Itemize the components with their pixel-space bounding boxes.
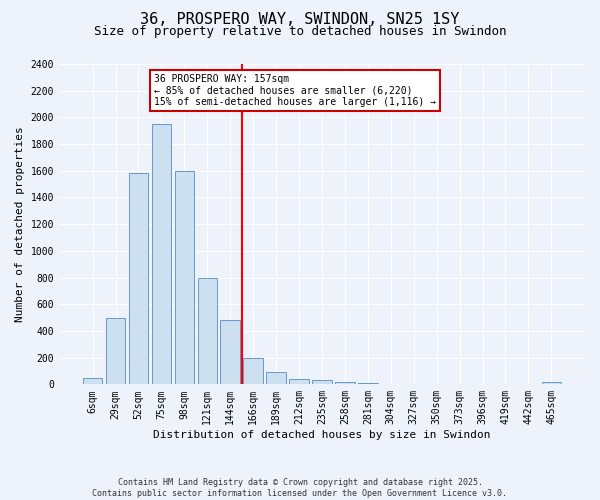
Bar bbox=[266, 372, 286, 384]
Bar bbox=[220, 320, 240, 384]
Bar bbox=[152, 124, 171, 384]
Bar bbox=[358, 383, 377, 384]
Bar bbox=[244, 358, 263, 384]
Text: Size of property relative to detached houses in Swindon: Size of property relative to detached ho… bbox=[94, 25, 506, 38]
Bar bbox=[197, 278, 217, 384]
Text: 36, PROSPERO WAY, SWINDON, SN25 1SY: 36, PROSPERO WAY, SWINDON, SN25 1SY bbox=[140, 12, 460, 28]
Bar bbox=[289, 379, 309, 384]
Bar bbox=[542, 382, 561, 384]
Text: Contains HM Land Registry data © Crown copyright and database right 2025.
Contai: Contains HM Land Registry data © Crown c… bbox=[92, 478, 508, 498]
Bar bbox=[335, 382, 355, 384]
Text: 36 PROSPERO WAY: 157sqm
← 85% of detached houses are smaller (6,220)
15% of semi: 36 PROSPERO WAY: 157sqm ← 85% of detache… bbox=[154, 74, 436, 107]
Y-axis label: Number of detached properties: Number of detached properties bbox=[15, 126, 25, 322]
Bar bbox=[106, 318, 125, 384]
Bar bbox=[175, 171, 194, 384]
Bar bbox=[312, 380, 332, 384]
Bar bbox=[83, 378, 103, 384]
X-axis label: Distribution of detached houses by size in Swindon: Distribution of detached houses by size … bbox=[153, 430, 491, 440]
Bar bbox=[129, 174, 148, 384]
